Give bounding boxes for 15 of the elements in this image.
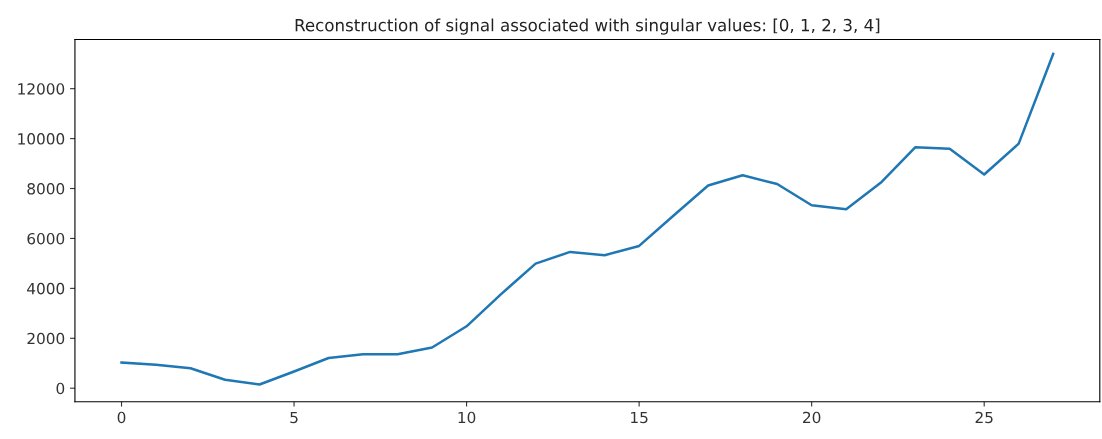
x-tick-label: 20: [803, 411, 821, 424]
chart-title: Reconstruction of signal associated with singular values: [0, 1, 2, 3, 4]: [295, 18, 880, 35]
x-tick-label: 5: [290, 411, 298, 424]
x-tick-label: 15: [631, 411, 648, 424]
y-tick-label: 8000: [27, 182, 65, 195]
line-series: [120, 52, 1055, 386]
y-tick-label: 10000: [18, 133, 65, 145]
x-tick-label: 25: [975, 411, 993, 424]
x-tick-label: 0: [117, 411, 126, 424]
y-tick-label: 0: [56, 382, 65, 395]
y-tick-label: 2000: [27, 332, 65, 345]
y-tick-label: 4000: [27, 282, 65, 295]
y-tick-label: 6000: [27, 232, 65, 245]
y-tick-label: 12000: [18, 83, 65, 95]
x-tick-label: 10: [458, 411, 476, 424]
